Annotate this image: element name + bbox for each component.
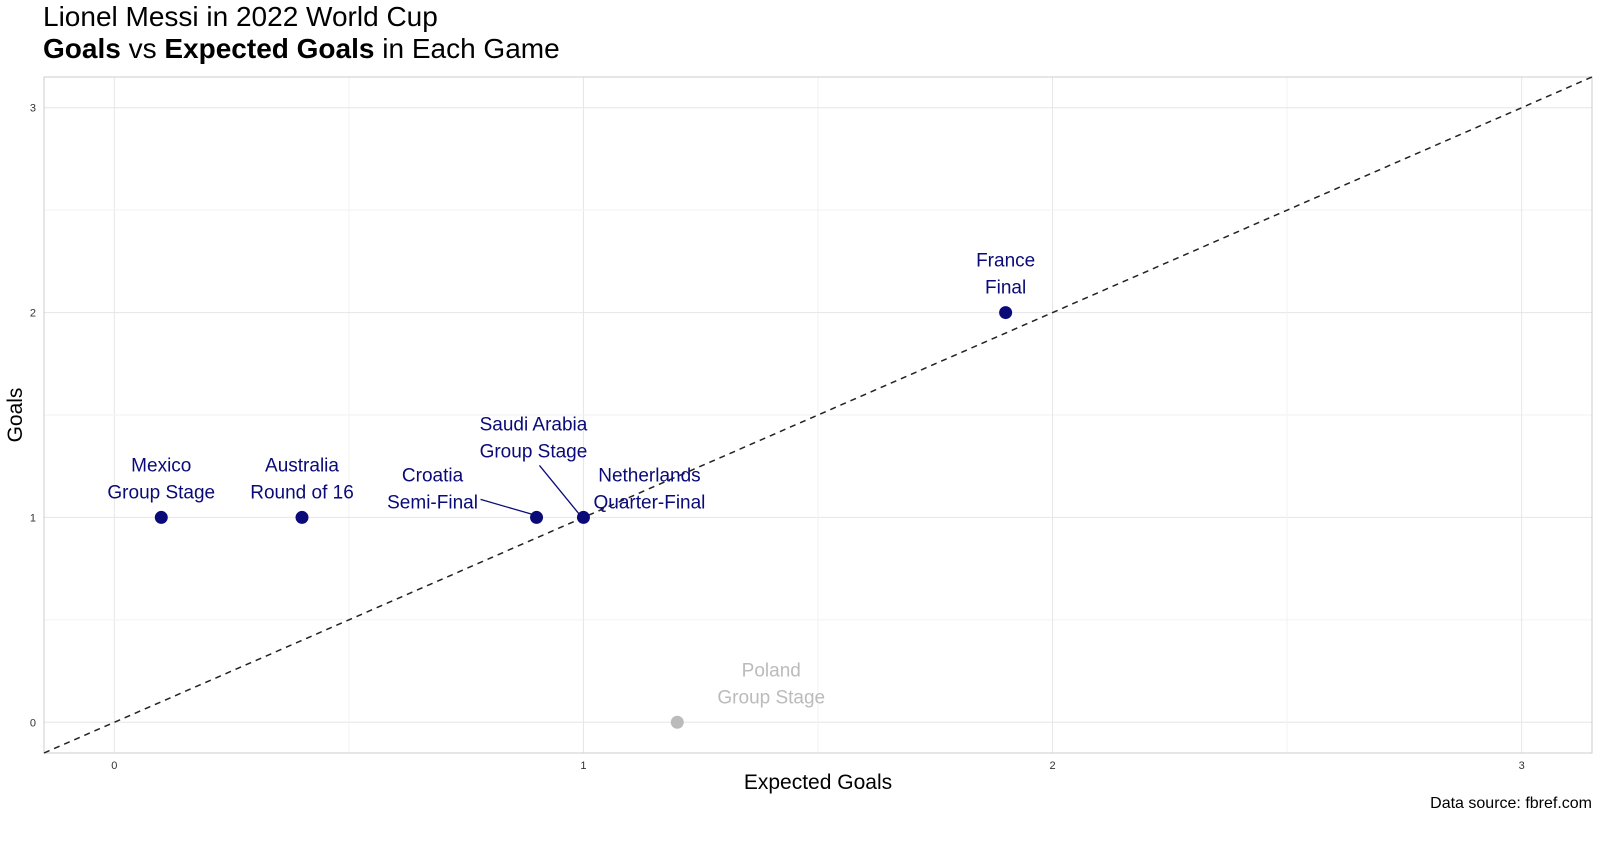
y-tick-label: 3 bbox=[30, 103, 36, 115]
point-label-opponent: Poland bbox=[742, 660, 801, 681]
leader-line bbox=[538, 465, 580, 515]
point-label-opponent: Australia bbox=[265, 455, 339, 476]
x-tick-label: 1 bbox=[580, 760, 586, 772]
y-tick-label: 0 bbox=[30, 717, 36, 729]
subtitle-part: Expected Goals bbox=[164, 33, 374, 64]
point-label-stage: Group Stage bbox=[107, 482, 215, 503]
point-labels: Mexico Group Stage Australia Round of 16 Cro… bbox=[107, 251, 1035, 709]
point-label-stage: Semi-Final bbox=[387, 492, 478, 513]
leader-line bbox=[480, 498, 533, 516]
point-mexico bbox=[154, 510, 168, 524]
label-leader-lines bbox=[480, 465, 580, 516]
point-poland bbox=[670, 715, 684, 729]
point-label-stage: Group Stage bbox=[717, 687, 825, 708]
subtitle-part: in Each Game bbox=[374, 33, 559, 64]
subtitle-part: vs bbox=[121, 33, 165, 64]
x-axis-title: Expected Goals bbox=[744, 771, 892, 794]
point-australia bbox=[295, 510, 309, 524]
data-points bbox=[154, 306, 1013, 729]
chart-title: Lionel Messi in 2022 World Cup bbox=[43, 1, 438, 32]
x-tick-label: 2 bbox=[1049, 760, 1055, 772]
point-saudi-arabia bbox=[576, 510, 590, 524]
y-tick-label: 2 bbox=[30, 308, 36, 320]
x-tick-label: 0 bbox=[111, 760, 117, 772]
point-label-opponent: Netherlands bbox=[598, 465, 700, 486]
point-label-opponent: France bbox=[976, 251, 1035, 272]
subtitle-part: Goals bbox=[43, 33, 121, 64]
chart-subtitle: Goals vs Expected Goals in Each Game bbox=[43, 33, 560, 64]
point-label-stage: Final bbox=[985, 278, 1026, 299]
point-label-opponent: Croatia bbox=[402, 465, 464, 486]
y-tick-label: 1 bbox=[30, 512, 36, 524]
data-source-caption: Data source: fbref.com bbox=[1430, 795, 1592, 812]
y-axis-title: Goals bbox=[4, 388, 27, 443]
point-label-stage: Group Stage bbox=[480, 441, 588, 462]
axis-ticks: 0 1 2 3 0 1 2 3 bbox=[30, 103, 1525, 772]
point-label-stage: Quarter-Final bbox=[593, 492, 705, 513]
point-label-stage: Round of 16 bbox=[250, 482, 354, 503]
point-label-opponent: Mexico bbox=[131, 455, 191, 476]
plot-panel-border bbox=[43, 76, 1593, 754]
point-france bbox=[999, 306, 1013, 320]
x-tick-label: 3 bbox=[1519, 760, 1525, 772]
point-croatia bbox=[530, 510, 544, 524]
point-label-opponent: Saudi Arabia bbox=[480, 414, 588, 435]
